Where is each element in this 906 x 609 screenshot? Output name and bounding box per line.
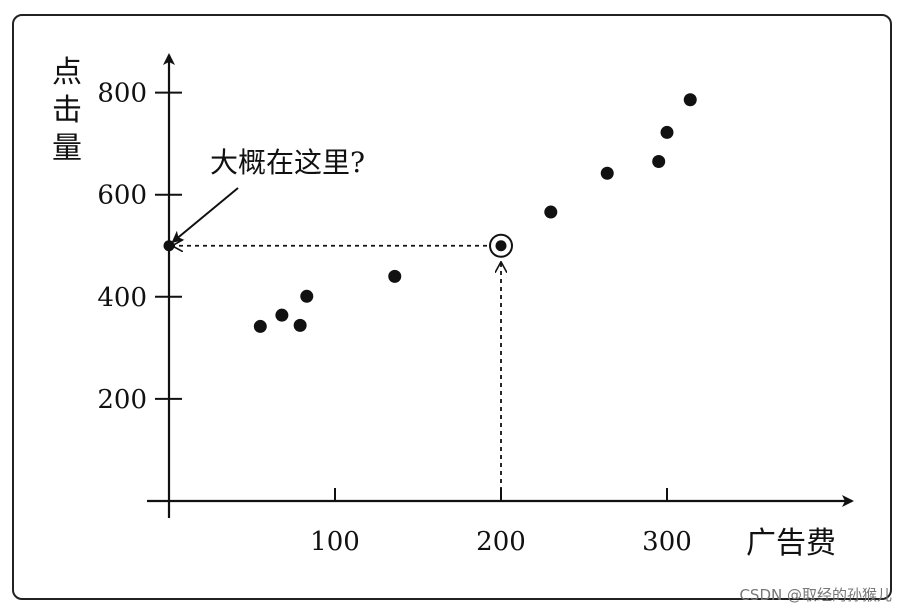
chart-frame	[12, 14, 892, 600]
annotation-arrow	[171, 187, 239, 244]
data-point	[388, 269, 402, 283]
data-point	[275, 308, 289, 322]
y-tick-label: 200	[97, 385, 147, 415]
data-point	[652, 155, 666, 169]
watermark: CSDN @取经的孙猴儿	[739, 586, 892, 604]
y-tick-label: 600	[97, 181, 147, 211]
predicted-point-ring	[489, 233, 513, 258]
data-point	[293, 318, 307, 332]
data-point	[600, 166, 614, 180]
x-tick-label: 100	[310, 527, 360, 557]
data-point	[253, 319, 267, 333]
annotation-text: 大概在这里?	[210, 146, 365, 179]
y-tick-label: 400	[97, 283, 147, 313]
x-axis-label: 广告费	[746, 526, 836, 561]
x-tick-label: 300	[642, 527, 692, 557]
y-axis-label: 点击量	[52, 55, 82, 166]
data-point	[300, 289, 314, 303]
predicted-point	[495, 240, 507, 252]
y-tick-label: 800	[97, 79, 147, 109]
x-tick-label: 200	[476, 527, 526, 557]
data-point	[660, 125, 674, 139]
data-point	[544, 205, 558, 219]
data-point	[683, 93, 697, 107]
y-axis-estimate-point	[163, 240, 175, 252]
